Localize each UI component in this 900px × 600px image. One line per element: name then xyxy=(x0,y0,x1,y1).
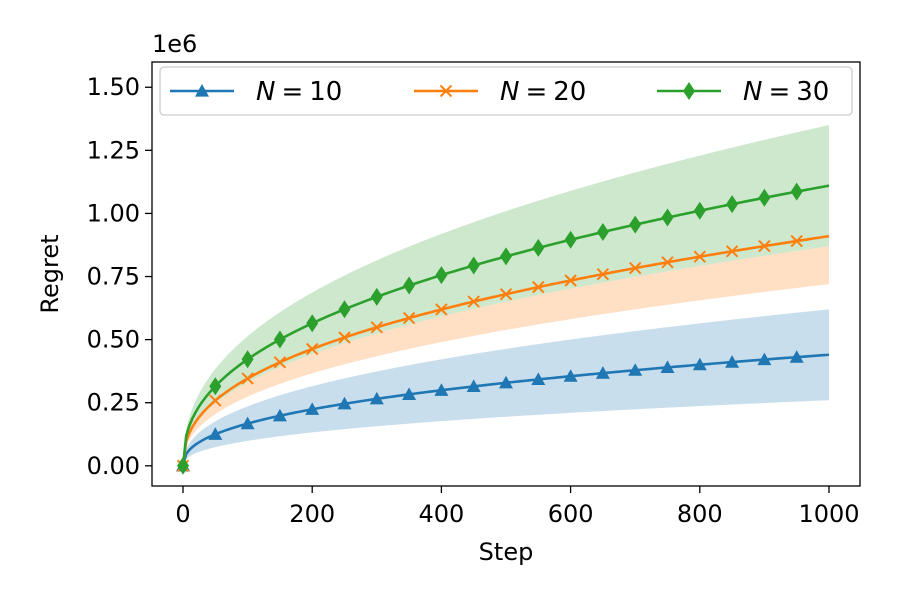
marker-n30 xyxy=(661,208,674,227)
marker-n10 xyxy=(434,383,449,396)
marker-n20 xyxy=(596,267,610,281)
marker-n20 xyxy=(241,372,254,385)
marker-n30 xyxy=(241,350,254,369)
y-tick-label: 1.50 xyxy=(87,73,140,101)
y-axis-label: Regret xyxy=(36,234,64,313)
marker-n20 xyxy=(273,356,287,369)
x-tick-label: 600 xyxy=(548,500,594,528)
marker-n30 xyxy=(790,182,803,201)
marker-n20 xyxy=(305,342,319,356)
series-markers xyxy=(176,182,804,475)
x-axis-ticks: 0 200 400 600 800 1000 xyxy=(175,486,860,528)
legend: N = 10 N = 20 N = 30 xyxy=(159,66,853,116)
marker-n30 xyxy=(209,377,222,396)
x-tick-label: 0 xyxy=(175,500,190,528)
marker-n20 xyxy=(338,331,351,344)
marker-n10 xyxy=(725,355,740,368)
y-tick-label: 0.50 xyxy=(87,326,140,354)
marker-n20 xyxy=(370,321,384,334)
marker-n20 xyxy=(661,256,674,269)
legend-label-n10: N = 10 xyxy=(256,77,342,107)
marker-n20 xyxy=(532,280,545,294)
plot-frame xyxy=(151,61,861,487)
marker-n10 xyxy=(240,416,255,430)
marker-n10 xyxy=(499,375,513,389)
marker-n30 xyxy=(500,247,512,266)
marker-n30 xyxy=(403,276,416,295)
marker-n10 xyxy=(369,391,384,405)
marker-n30 xyxy=(338,300,351,319)
marker-n10 xyxy=(208,427,223,440)
marker-n30 xyxy=(596,223,609,242)
x-tick-label: 1000 xyxy=(798,500,859,528)
marker-n10 xyxy=(660,360,675,374)
marker-n30 xyxy=(532,238,545,257)
marker-n20 xyxy=(435,303,448,316)
y-axis-ticks: 0.00 0.25 0.50 0.75 1.00 1.25 1.50 xyxy=(87,73,152,480)
marker-n30 xyxy=(306,314,319,333)
marker-n20 xyxy=(499,287,513,301)
marker-n30 xyxy=(564,230,577,249)
y-tick-label: 0.00 xyxy=(87,452,140,480)
marker-n10 xyxy=(757,352,772,366)
marker-n30 xyxy=(726,195,739,214)
marker-n20 xyxy=(467,295,480,308)
marker-n20 xyxy=(725,245,739,258)
marker-n10 xyxy=(692,357,707,371)
marker-n10 xyxy=(402,387,417,400)
y-tick-label: 1.25 xyxy=(87,136,140,164)
marker-n20 xyxy=(209,394,222,407)
y-offset-label: 1e6 xyxy=(152,30,197,58)
x-tick-label: 200 xyxy=(289,500,335,528)
legend-marker-n20 xyxy=(439,84,453,98)
marker-n20 xyxy=(628,261,642,275)
marker-n30 xyxy=(177,456,190,475)
marker-n30 xyxy=(693,201,706,220)
marker-n10 xyxy=(272,408,287,422)
marker-n10 xyxy=(628,363,643,376)
marker-n30 xyxy=(629,215,642,234)
marker-n10 xyxy=(337,396,352,410)
marker-n10 xyxy=(595,366,610,379)
legend-label-n20: N = 20 xyxy=(500,77,586,107)
marker-n10 xyxy=(466,379,481,393)
marker-n20 xyxy=(790,234,803,248)
legend-marker-n10 xyxy=(195,84,209,97)
legend-box xyxy=(159,66,853,116)
y-tick-label: 0.75 xyxy=(87,263,140,291)
marker-n20 xyxy=(693,250,707,263)
marker-n20 xyxy=(758,239,771,253)
marker-n30 xyxy=(758,188,771,207)
marker-n30 xyxy=(370,287,383,306)
marker-n10 xyxy=(563,369,578,382)
band-n20 xyxy=(183,246,829,466)
legend-label-n30: N = 30 xyxy=(743,77,829,107)
x-tick-label: 800 xyxy=(677,500,723,528)
marker-n20 xyxy=(564,274,577,287)
marker-n20 xyxy=(402,311,416,325)
marker-n30 xyxy=(435,266,448,285)
x-tick-label: 400 xyxy=(418,500,464,528)
marker-n30 xyxy=(273,330,286,349)
marker-n30 xyxy=(467,256,480,275)
marker-n10 xyxy=(305,402,320,415)
y-tick-label: 1.00 xyxy=(87,199,140,227)
x-axis-label: Step xyxy=(479,538,534,566)
marker-n10 xyxy=(789,350,804,363)
legend-marker-n30 xyxy=(683,82,695,100)
y-tick-label: 0.25 xyxy=(87,389,140,417)
marker-n10 xyxy=(531,372,546,386)
